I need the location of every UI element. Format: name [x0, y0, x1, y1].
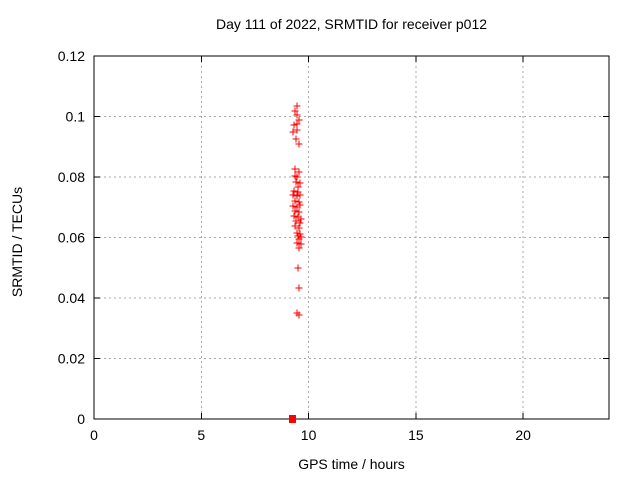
data-point [293, 120, 301, 128]
chart-title: Day 111 of 2022, SRMTID for receiver p01… [215, 16, 488, 32]
data-point [294, 232, 302, 240]
data-point [293, 102, 301, 110]
data-point [295, 244, 303, 252]
data-point [291, 207, 299, 215]
y-tick-label: 0.12 [58, 48, 85, 64]
x-tick-label: 15 [408, 427, 424, 443]
x-tick-label: 0 [90, 427, 98, 443]
data-point [293, 229, 301, 237]
zero-cluster-marker [289, 415, 296, 423]
data-point [296, 191, 304, 199]
data-point [291, 197, 299, 205]
data-point [293, 173, 301, 181]
data-point [292, 217, 300, 225]
data-point [293, 239, 301, 247]
data-point [295, 168, 303, 176]
data-point [290, 121, 298, 129]
y-tick-label: 0 [77, 411, 85, 427]
data-point [292, 178, 300, 186]
data-point [290, 187, 298, 195]
data-point [295, 284, 303, 292]
data-point [289, 202, 297, 210]
data-point [296, 219, 304, 227]
data-point [290, 212, 298, 220]
data-point [293, 126, 301, 134]
y-tick-label: 0.04 [58, 290, 85, 306]
data-point [295, 116, 303, 124]
data-point [295, 208, 303, 216]
data-point [295, 235, 303, 243]
data-point [295, 224, 303, 232]
data-point [293, 192, 301, 200]
plot-border [93, 55, 610, 420]
data-point [295, 311, 303, 319]
x-tick-label: 5 [197, 427, 205, 443]
x-axis-label: GPS time / hours [298, 456, 405, 472]
y-tick-label: 0.06 [58, 230, 85, 246]
x-tick-label: 20 [515, 427, 531, 443]
data-point [297, 215, 305, 223]
data-point [291, 107, 299, 115]
data-point [291, 222, 299, 230]
x-tick-label: 10 [301, 427, 317, 443]
data-point [296, 179, 304, 187]
y-tick-label: 0.02 [58, 351, 85, 367]
data-point [294, 264, 302, 272]
data-point [289, 191, 297, 199]
y-tick-label: 0.08 [58, 169, 85, 185]
data-point [293, 203, 301, 211]
data-point [292, 135, 300, 143]
data-point [297, 240, 305, 248]
data-point [289, 128, 297, 136]
data-point [295, 198, 303, 206]
data-point [291, 165, 299, 173]
data-point [295, 140, 303, 148]
data-point [293, 111, 301, 119]
y-tick-label: 0.1 [66, 109, 86, 125]
